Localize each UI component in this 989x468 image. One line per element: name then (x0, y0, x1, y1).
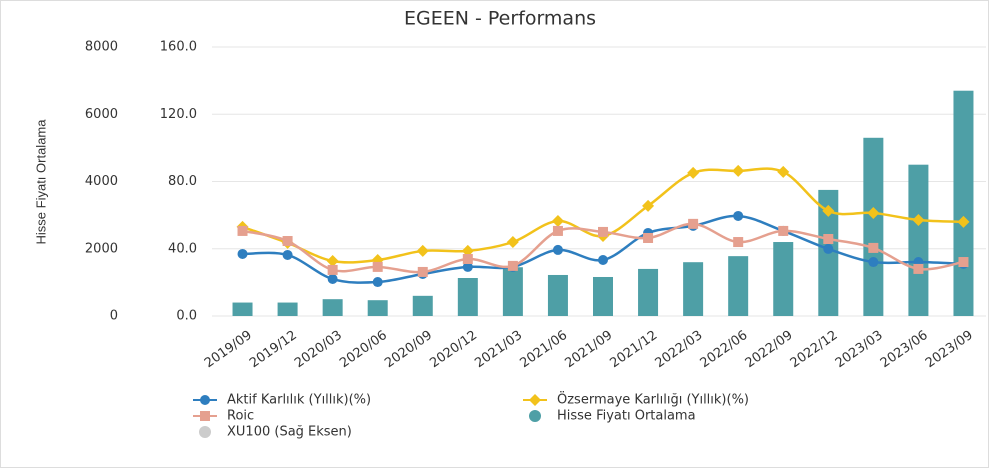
line-marker (733, 237, 744, 248)
legend-label: XU100 (Sağ Eksen) (227, 425, 352, 440)
line-marker (643, 232, 654, 243)
y-tick-label: 2000 (85, 241, 118, 256)
legend-marker (529, 410, 541, 422)
line-marker (237, 248, 248, 259)
bar (457, 278, 478, 316)
legend-label: Özsermaye Karlılığı (Yıllık)(%) (557, 391, 749, 408)
line-marker (822, 204, 835, 217)
bar (683, 262, 704, 316)
line-marker (732, 164, 745, 177)
line-marker (506, 236, 519, 249)
bar (593, 276, 613, 316)
line-marker (462, 254, 473, 265)
legend-marker (200, 395, 210, 405)
line-marker (957, 215, 970, 228)
line-marker (642, 199, 655, 212)
bar (277, 302, 298, 316)
line-marker (823, 233, 834, 244)
line-marker (416, 244, 429, 257)
line-marker (598, 255, 608, 266)
line-marker (462, 261, 473, 272)
y2-tick-label: 0.0 (176, 309, 197, 324)
legend-marker (529, 394, 541, 406)
legend-marker (199, 426, 211, 438)
line-marker (867, 206, 880, 219)
bar (412, 295, 433, 316)
line-marker (327, 274, 338, 285)
bar (322, 299, 343, 316)
line-marker (327, 264, 338, 275)
legend-label: Hisse Fiyatı Ortalama (557, 409, 696, 424)
bar (638, 268, 659, 316)
bar (367, 300, 388, 316)
line-marker (823, 243, 834, 254)
legend-marker (200, 411, 210, 421)
y-tick-label: 8000 (85, 40, 118, 55)
line-marker (326, 255, 339, 268)
y2-tick-label: 80.0 (168, 174, 197, 189)
line-marker (507, 260, 518, 271)
y-tick-label: 4000 (85, 174, 118, 189)
line-marker (552, 225, 563, 236)
y2-tick-label: 40.0 (168, 241, 197, 256)
line-marker (282, 236, 293, 247)
y-tick-label: 6000 (85, 107, 118, 122)
line-marker (912, 214, 925, 227)
line-marker (733, 210, 744, 221)
line-marker (777, 165, 790, 178)
legend-label: Roic (227, 409, 254, 424)
line-marker (868, 242, 879, 253)
bar (908, 164, 929, 316)
line-marker (237, 225, 248, 236)
bar (232, 302, 253, 316)
y2-tick-label: 120.0 (160, 107, 197, 122)
line-marker (372, 261, 383, 272)
line-marker (282, 249, 293, 260)
line-marker (372, 277, 383, 288)
line-marker (687, 166, 700, 179)
y2-tick-label: 160.0 (160, 40, 197, 55)
y-axis-title: Hisse Fiyatı Ortalama (33, 119, 48, 245)
line-marker (598, 226, 608, 237)
line-marker (688, 218, 699, 229)
legend-label: Aktif Karlılık (Yıllık)(%) (227, 393, 371, 408)
line-marker (552, 244, 563, 255)
bar (953, 90, 974, 317)
bar (547, 274, 568, 316)
chart-title: EGEEN - Performans (404, 8, 596, 30)
line-marker (913, 263, 924, 274)
bar (863, 137, 884, 316)
line-marker (958, 257, 969, 268)
line-marker (551, 215, 564, 228)
line-marker (868, 257, 879, 268)
bar (502, 267, 523, 316)
bar (728, 256, 749, 316)
line-marker (461, 244, 474, 257)
line-marker (778, 225, 789, 236)
line-marker (417, 266, 428, 277)
bar (773, 242, 794, 316)
y-tick-label: 0 (110, 309, 118, 324)
